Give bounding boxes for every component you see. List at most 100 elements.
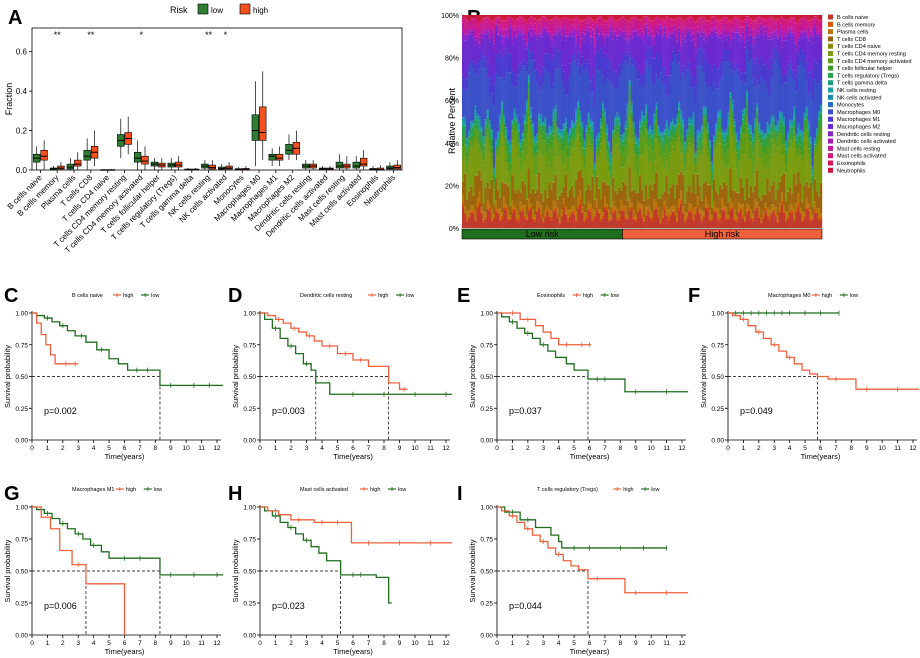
stack-segment	[661, 66, 664, 83]
stack-segment	[556, 18, 559, 24]
stack-segment	[694, 152, 697, 155]
stack-segment	[503, 146, 506, 184]
stack-segment	[774, 199, 777, 208]
stack-segment	[593, 15, 596, 21]
stack-segment	[606, 207, 609, 211]
stack-segment	[669, 187, 673, 188]
stack-segment	[782, 40, 786, 74]
stack-segment	[649, 23, 652, 30]
stack-segment	[550, 127, 553, 131]
stack-segment	[562, 18, 566, 22]
stack-segment	[579, 123, 582, 126]
stack-segment	[665, 135, 668, 146]
stack-segment	[626, 104, 629, 107]
stack-segment	[634, 30, 638, 32]
stack-segment	[752, 29, 755, 38]
stack-segment	[595, 51, 598, 70]
stack-segment	[729, 92, 732, 94]
stack-segment	[653, 18, 656, 21]
stack-segment	[581, 154, 584, 177]
stack-segment	[472, 123, 475, 126]
stack-segment	[546, 133, 549, 135]
stack-segment	[754, 119, 757, 121]
stack-segment	[638, 127, 642, 132]
stack-segment	[542, 83, 545, 122]
stack-segment	[480, 128, 483, 131]
stack-segment	[610, 25, 613, 28]
stack-segment	[640, 189, 644, 205]
stack-segment	[468, 148, 471, 157]
legend-label: Plasma cells	[837, 30, 869, 36]
stack-segment	[727, 124, 730, 127]
stack-segment	[568, 63, 572, 74]
stack-segment	[801, 32, 804, 39]
stack-segment	[651, 221, 654, 228]
stack-segment	[795, 15, 798, 21]
stack-segment	[756, 140, 759, 171]
stack-segment	[581, 123, 584, 126]
stack-segment	[614, 126, 617, 131]
stack-segment	[591, 175, 594, 177]
stack-segment	[813, 212, 817, 228]
stack-segment	[797, 143, 800, 148]
stack-segment	[649, 20, 652, 24]
stack-segment	[760, 218, 763, 223]
stack-segment	[787, 136, 790, 138]
stack-segment	[494, 211, 498, 228]
stack-segment	[795, 209, 798, 212]
legend-label: Mast cells resting	[837, 146, 880, 152]
stack-segment	[675, 115, 679, 120]
stack-segment	[603, 38, 607, 45]
legend-label: low	[151, 293, 159, 299]
stack-segment	[548, 162, 551, 183]
stack-segment	[651, 190, 654, 213]
stack-segment	[587, 29, 590, 32]
stack-segment	[661, 18, 664, 21]
stack-segment	[647, 205, 650, 210]
stack-segment	[501, 78, 504, 101]
stack-segment	[743, 220, 747, 222]
stack-segment	[597, 132, 601, 134]
stack-segment	[597, 134, 601, 138]
stack-segment	[562, 207, 566, 228]
stack-segment	[472, 68, 475, 121]
stack-segment	[686, 62, 689, 70]
legend-swatch	[828, 21, 833, 27]
stack-segment	[791, 16, 794, 19]
stack-segment	[661, 40, 664, 67]
stack-segment	[700, 127, 703, 134]
stack-segment	[815, 16, 819, 19]
stack-segment	[568, 156, 572, 190]
stack-segment	[770, 57, 773, 79]
stack-segment	[558, 196, 561, 218]
stack-segment	[665, 160, 668, 176]
stack-segment	[544, 215, 547, 218]
stack-segment	[536, 142, 539, 152]
stack-segment	[548, 137, 551, 146]
stack-segment	[797, 203, 800, 207]
stack-segment	[603, 112, 607, 117]
legend-label: Eosinophils	[837, 161, 866, 167]
stack-segment	[515, 146, 518, 193]
stack-segment	[682, 211, 685, 213]
stack-segment	[680, 121, 683, 124]
stack-segment	[727, 219, 730, 228]
stack-segment	[667, 129, 670, 132]
stack-segment	[509, 15, 512, 17]
stack-segment	[774, 31, 777, 36]
stack-segment	[550, 216, 553, 221]
stack-segment	[554, 16, 557, 18]
stack-segment	[529, 108, 533, 112]
stack-segment	[766, 178, 769, 208]
stack-segment	[758, 33, 761, 35]
stack-segment	[723, 36, 726, 49]
stack-segment	[507, 186, 510, 210]
stack-segment	[797, 20, 800, 23]
stack-segment	[507, 17, 510, 27]
stack-segment	[484, 16, 487, 19]
stack-segment	[534, 38, 537, 61]
stack-segment	[583, 219, 586, 223]
stack-segment	[575, 16, 578, 19]
stack-segment	[787, 64, 790, 71]
panel-letter-e: E	[457, 285, 470, 307]
